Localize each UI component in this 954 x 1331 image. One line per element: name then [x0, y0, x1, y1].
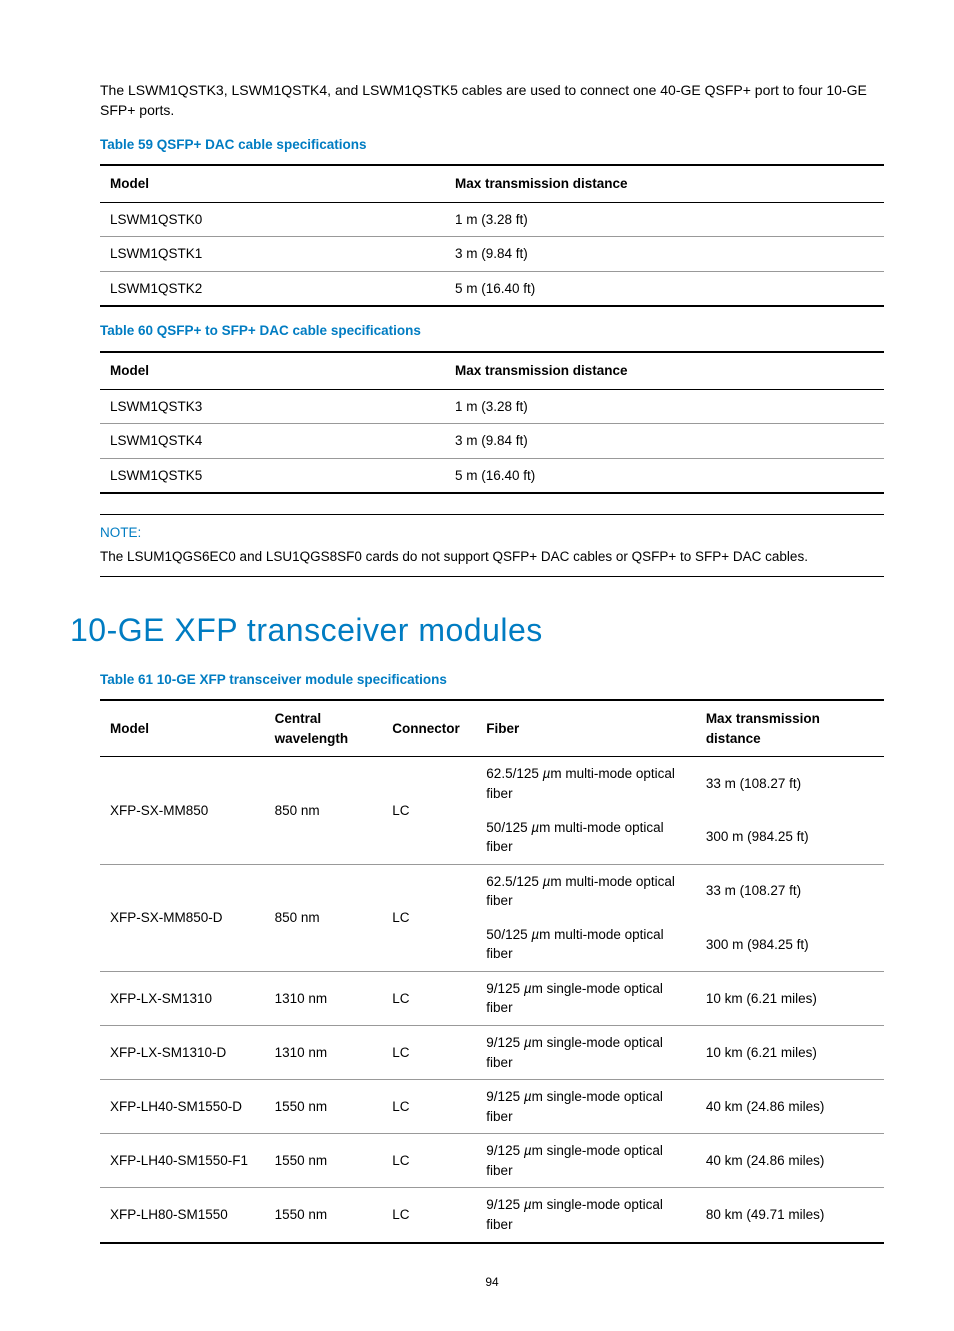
table-cell: 9/125 µm single-mode optical fiber — [476, 1080, 696, 1134]
table-row: LSWM1QSTK31 m (3.28 ft) — [100, 389, 884, 424]
table-cell: 300 m (984.25 ft) — [696, 918, 884, 972]
note-label: NOTE: — [100, 523, 884, 543]
table61-h4: Max transmission distance — [696, 700, 884, 757]
intro-paragraph: The LSWM1QSTK3, LSWM1QSTK4, and LSWM1QST… — [100, 80, 884, 121]
table-cell: 50/125 µm multi-mode optical fiber — [476, 918, 696, 972]
table-row: LSWM1QSTK01 m (3.28 ft) — [100, 202, 884, 237]
note-box: NOTE: The LSUM1QGS6EC0 and LSU1QGS8SF0 c… — [100, 514, 884, 577]
table-cell: LSWM1QSTK1 — [100, 237, 445, 272]
table59-h0: Model — [100, 165, 445, 202]
table-row: XFP-LH40-SM1550-F11550 nmLC9/125 µm sing… — [100, 1134, 884, 1188]
table-cell: LC — [382, 971, 476, 1025]
table-cell: LSWM1QSTK2 — [100, 271, 445, 306]
table61-caption: Table 61 10-GE XFP transceiver module sp… — [100, 670, 884, 690]
table-cell: XFP-SX-MM850 — [100, 757, 265, 864]
section-heading: 10-GE XFP transceiver modules — [70, 607, 884, 653]
table-cell: LSWM1QSTK4 — [100, 424, 445, 459]
table-cell: 62.5/125 µm multi-mode optical fiber — [476, 757, 696, 811]
table-row: XFP-LH80-SM15501550 nmLC9/125 µm single-… — [100, 1188, 884, 1243]
table-cell: 1550 nm — [265, 1080, 383, 1134]
table-row: LSWM1QSTK25 m (16.40 ft) — [100, 271, 884, 306]
table-cell: 3 m (9.84 ft) — [445, 424, 884, 459]
table61: Model Central wavelength Connector Fiber… — [100, 699, 884, 1243]
table59: Model Max transmission distance LSWM1QST… — [100, 164, 884, 307]
table-cell: 1310 nm — [265, 1026, 383, 1080]
table60-h0: Model — [100, 352, 445, 389]
table-cell: 33 m (108.27 ft) — [696, 757, 884, 811]
table-cell: 9/125 µm single-mode optical fiber — [476, 971, 696, 1025]
table-cell: LSWM1QSTK0 — [100, 202, 445, 237]
table-cell: 40 km (24.86 miles) — [696, 1080, 884, 1134]
table-cell: 9/125 µm single-mode optical fiber — [476, 1134, 696, 1188]
table-cell: LC — [382, 1134, 476, 1188]
table-cell: 3 m (9.84 ft) — [445, 237, 884, 272]
table-cell: 5 m (16.40 ft) — [445, 458, 884, 493]
table-cell: XFP-LH40-SM1550-F1 — [100, 1134, 265, 1188]
table60: Model Max transmission distance LSWM1QST… — [100, 351, 884, 494]
table-cell: 9/125 µm single-mode optical fiber — [476, 1026, 696, 1080]
table-cell: 50/125 µm multi-mode optical fiber — [476, 811, 696, 865]
table-row: LSWM1QSTK43 m (9.84 ft) — [100, 424, 884, 459]
table-cell: XFP-LX-SM1310 — [100, 971, 265, 1025]
table-cell: 1550 nm — [265, 1134, 383, 1188]
note-text: The LSUM1QGS6EC0 and LSU1QGS8SF0 cards d… — [100, 547, 884, 567]
table-cell: 62.5/125 µm multi-mode optical fiber — [476, 864, 696, 918]
table59-caption: Table 59 QSFP+ DAC cable specifications — [100, 135, 884, 155]
table-row: XFP-SX-MM850-D850 nmLC62.5/125 µm multi-… — [100, 864, 884, 918]
table-cell: 40 km (24.86 miles) — [696, 1134, 884, 1188]
table-row: XFP-LH40-SM1550-D1550 nmLC9/125 µm singl… — [100, 1080, 884, 1134]
table-cell: XFP-LX-SM1310-D — [100, 1026, 265, 1080]
table-row: LSWM1QSTK55 m (16.40 ft) — [100, 458, 884, 493]
table-cell: 80 km (49.71 miles) — [696, 1188, 884, 1243]
table-row: XFP-LX-SM13101310 nmLC9/125 µm single-mo… — [100, 971, 884, 1025]
table-cell: 5 m (16.40 ft) — [445, 271, 884, 306]
table61-h3: Fiber — [476, 700, 696, 757]
table-cell: 1550 nm — [265, 1188, 383, 1243]
table-cell: XFP-LH80-SM1550 — [100, 1188, 265, 1243]
table60-h1: Max transmission distance — [445, 352, 884, 389]
table-cell: LSWM1QSTK5 — [100, 458, 445, 493]
table-cell: LC — [382, 1188, 476, 1243]
page-number: 94 — [100, 1274, 884, 1291]
table-cell: 33 m (108.27 ft) — [696, 864, 884, 918]
table-cell: 9/125 µm single-mode optical fiber — [476, 1188, 696, 1243]
table-cell: LC — [382, 1080, 476, 1134]
table-cell: LC — [382, 864, 476, 971]
table-cell: XFP-SX-MM850-D — [100, 864, 265, 971]
table61-body: XFP-SX-MM850850 nmLC62.5/125 µm multi-mo… — [100, 757, 884, 1243]
table59-h1: Max transmission distance — [445, 165, 884, 202]
table-cell: LSWM1QSTK3 — [100, 389, 445, 424]
table-cell: 1 m (3.28 ft) — [445, 202, 884, 237]
table-cell: 10 km (6.21 miles) — [696, 1026, 884, 1080]
table-cell: 10 km (6.21 miles) — [696, 971, 884, 1025]
table-cell: 850 nm — [265, 864, 383, 971]
table-row: LSWM1QSTK13 m (9.84 ft) — [100, 237, 884, 272]
table60-caption: Table 60 QSFP+ to SFP+ DAC cable specifi… — [100, 321, 884, 341]
table-cell: 850 nm — [265, 757, 383, 864]
table59-body: LSWM1QSTK01 m (3.28 ft)LSWM1QSTK13 m (9.… — [100, 202, 884, 306]
table61-h2: Connector — [382, 700, 476, 757]
table-row: XFP-LX-SM1310-D1310 nmLC9/125 µm single-… — [100, 1026, 884, 1080]
table-row: XFP-SX-MM850850 nmLC62.5/125 µm multi-mo… — [100, 757, 884, 811]
table-cell: 300 m (984.25 ft) — [696, 811, 884, 865]
table-cell: LC — [382, 1026, 476, 1080]
table-cell: XFP-LH40-SM1550-D — [100, 1080, 265, 1134]
table61-h0: Model — [100, 700, 265, 757]
table60-body: LSWM1QSTK31 m (3.28 ft)LSWM1QSTK43 m (9.… — [100, 389, 884, 493]
table-cell: LC — [382, 757, 476, 864]
table61-h1: Central wavelength — [265, 700, 383, 757]
table-cell: 1310 nm — [265, 971, 383, 1025]
table-cell: 1 m (3.28 ft) — [445, 389, 884, 424]
